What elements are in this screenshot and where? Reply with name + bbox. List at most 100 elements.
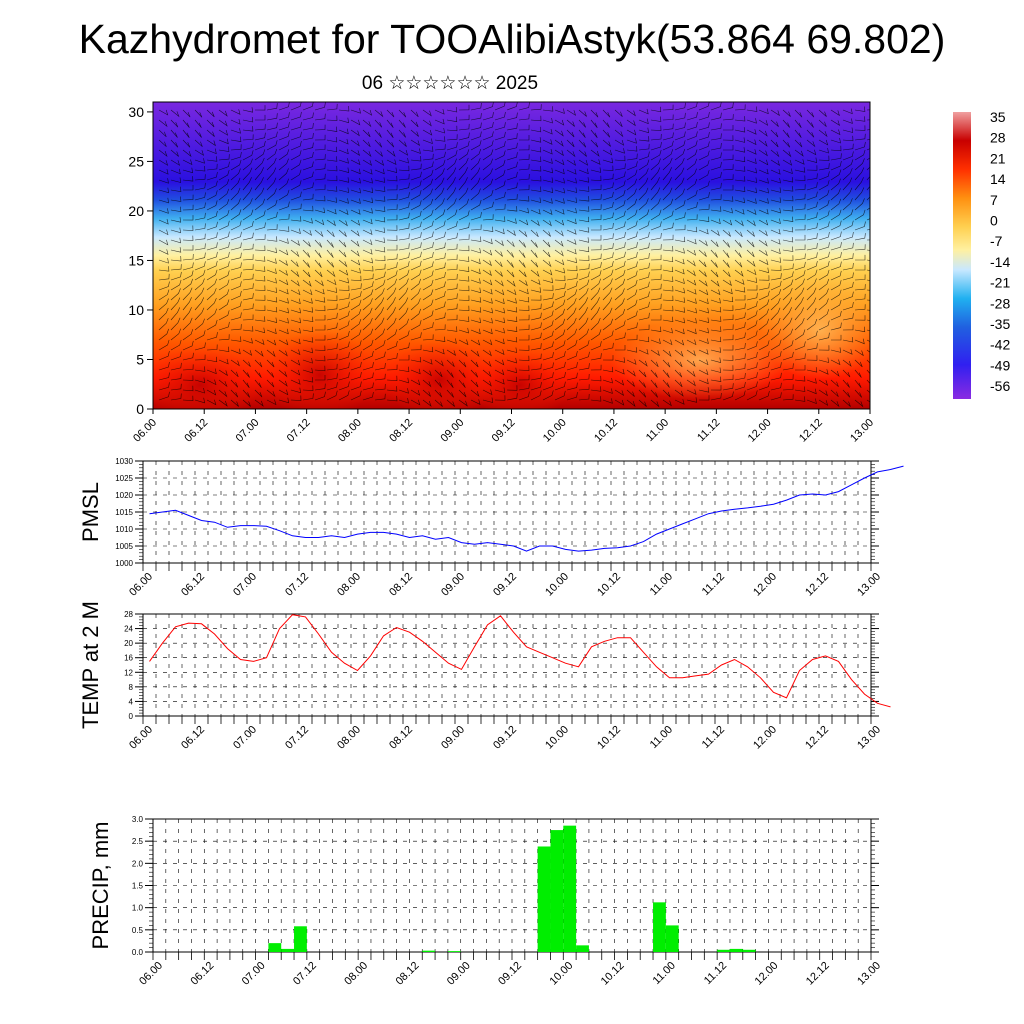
- wind-barb: [518, 288, 529, 295]
- wind-barb: [590, 235, 602, 241]
- wind-barb: [842, 231, 854, 241]
- wind-barb: [746, 187, 757, 194]
- wind-barb: [842, 135, 854, 142]
- wind-barb: [314, 113, 326, 121]
- wind-barb: [530, 229, 539, 238]
- wind-barb: [242, 177, 252, 191]
- wind-barb: [482, 279, 493, 286]
- wind-barb: [530, 156, 542, 162]
- wind-barb: [722, 196, 734, 202]
- wind-barb: [614, 357, 626, 363]
- wind-barb: [626, 178, 637, 191]
- wind-barb: [266, 306, 278, 313]
- wind-barb: [746, 118, 757, 124]
- wind-barb: [314, 124, 326, 131]
- wind-barb: [662, 359, 671, 368]
- wind-barb: [350, 390, 362, 401]
- wind-barb: [818, 357, 830, 363]
- wind-barb: [602, 297, 613, 311]
- wind-barb: [350, 198, 361, 204]
- wind-barb: [470, 328, 481, 335]
- wind-barb: [566, 307, 577, 321]
- wind-barb: [602, 191, 614, 201]
- wind-barb: [410, 320, 422, 331]
- wind-barb: [614, 332, 626, 341]
- warm-region: [470, 350, 570, 409]
- wind-barb: [482, 269, 492, 277]
- wind-barb: [614, 269, 626, 281]
- wind-barb: [302, 289, 313, 296]
- wind-barb: [866, 196, 870, 201]
- wind-barb: [674, 248, 685, 254]
- wind-barb: [626, 399, 636, 407]
- wind-barb: [746, 149, 757, 155]
- wind-barb: [506, 152, 518, 161]
- wind-barb: [566, 207, 577, 214]
- wind-barb: [770, 187, 782, 193]
- wind-barb: [398, 318, 409, 331]
- wind-barb: [554, 249, 564, 257]
- wind-barb: [650, 379, 658, 388]
- wind-barb: [674, 307, 686, 313]
- wind-barb: [422, 138, 433, 144]
- x-tick-label: 13.00: [848, 417, 876, 445]
- wind-barb: [470, 399, 481, 405]
- wind-barb: [326, 115, 338, 121]
- wind-barb: [326, 186, 338, 192]
- wind-barb: [770, 207, 781, 214]
- y-tick-label: 0.0: [132, 948, 144, 957]
- wind-barb: [554, 119, 565, 126]
- wind-barb: [842, 272, 854, 281]
- wind-barb: [770, 239, 781, 245]
- wind-barb: [686, 379, 696, 387]
- wind-barb: [254, 114, 266, 121]
- wind-barb: [170, 362, 182, 371]
- wind-barb: [494, 169, 506, 181]
- wind-barb: [818, 139, 829, 146]
- wind-barb: [770, 257, 782, 263]
- wind-barb: [578, 351, 590, 361]
- wind-barb: [746, 167, 757, 174]
- wind-barb: [830, 334, 842, 341]
- x-tick-label: 11.12: [700, 724, 727, 751]
- wind-barb: [578, 255, 590, 261]
- wind-barb: [602, 157, 613, 164]
- wind-barb: [158, 187, 169, 194]
- wind-barb: [770, 248, 781, 255]
- wind-barb: [746, 351, 758, 361]
- wind-barb: [735, 295, 746, 301]
- wind-barb: [795, 365, 806, 371]
- wind-barb: [638, 389, 647, 398]
- wind-barb: [734, 287, 746, 293]
- colorbar-label: -49: [990, 357, 1010, 373]
- wind-barb: [230, 242, 242, 251]
- wind-barb: [722, 324, 734, 331]
- wind-barb: [398, 297, 409, 311]
- wind-barb: [818, 309, 830, 321]
- wind-barb: [482, 318, 493, 324]
- wind-barb: [398, 129, 406, 138]
- wind-barb: [374, 340, 386, 351]
- x-tick-label: 06.12: [179, 724, 207, 752]
- x-tick-label: 07.00: [234, 417, 262, 445]
- wind-barb: [290, 169, 302, 181]
- wind-barb: [194, 342, 206, 351]
- wind-barb: [446, 221, 458, 231]
- wind-barb: [326, 146, 338, 153]
- precipitation-panel: 0.00.51.01.52.02.53.006.00 06.12 07.00 07.1…: [88, 815, 883, 988]
- wind-barb: [698, 349, 709, 355]
- wind-barb: [830, 261, 842, 271]
- y-tick-label: 1025: [115, 474, 133, 483]
- wind-barb: [242, 369, 250, 378]
- precip-bar: [717, 949, 730, 952]
- wind-barb: [674, 339, 685, 346]
- wind-barb: [182, 129, 190, 138]
- wind-barb: [374, 159, 385, 166]
- y-tick-label: 2.0: [132, 859, 144, 868]
- wind-barb: [674, 317, 685, 324]
- wind-barb: [374, 139, 383, 148]
- wind-barb: [782, 328, 793, 341]
- wind-barb: [182, 307, 192, 321]
- wind-barb: [206, 269, 218, 281]
- wind-barb: [446, 389, 454, 398]
